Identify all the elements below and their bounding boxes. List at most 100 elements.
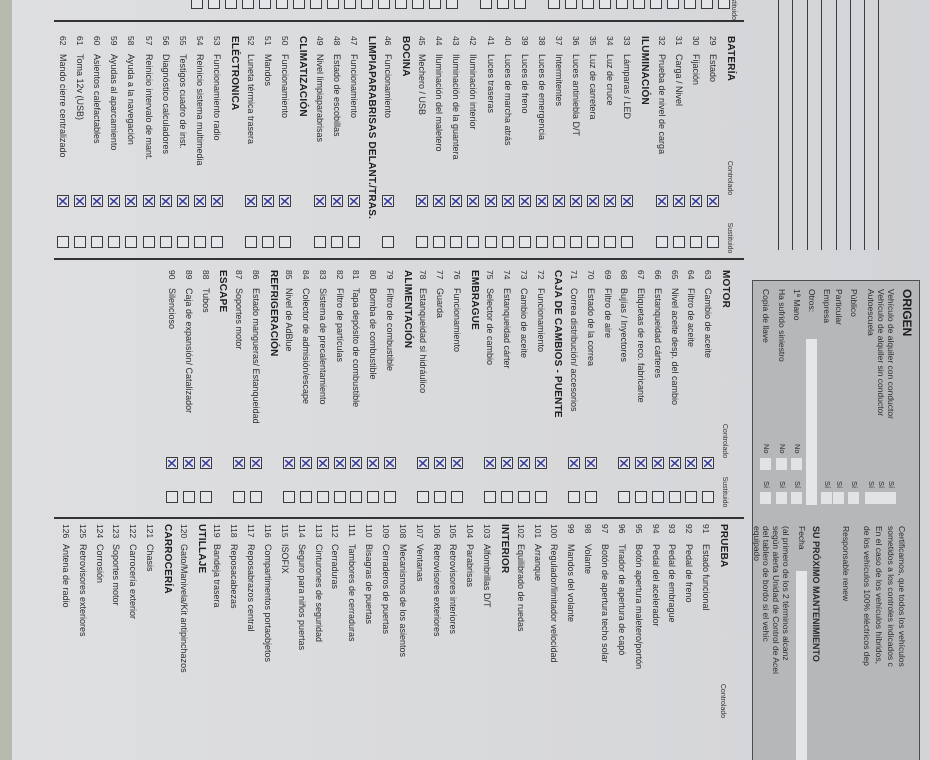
no-checkbox[interactable] <box>791 458 802 470</box>
sustituido-checkbox[interactable] <box>395 0 407 9</box>
sustituido-checkbox[interactable] <box>327 0 339 9</box>
otros-input[interactable] <box>806 339 817 505</box>
sustituido-checkbox[interactable] <box>142 236 155 248</box>
sustituido-checkbox[interactable] <box>604 236 617 248</box>
no-checkbox[interactable] <box>776 458 787 470</box>
sustituido-checkbox[interactable] <box>367 491 380 503</box>
sustituido-checkbox[interactable] <box>685 491 698 503</box>
sustituido-checkbox[interactable] <box>250 491 262 503</box>
controlado-checkbox[interactable] <box>702 457 715 469</box>
sustituido-checkbox[interactable] <box>293 0 305 9</box>
controlado-checkbox[interactable] <box>330 195 343 207</box>
sustituido-checkbox[interactable] <box>621 236 634 248</box>
controlado-checkbox[interactable] <box>176 195 189 207</box>
sustituido-checkbox[interactable] <box>384 491 396 503</box>
controlado-checkbox[interactable] <box>183 457 195 469</box>
controlado-checkbox[interactable] <box>382 195 394 207</box>
controlado-checkbox[interactable] <box>570 195 583 207</box>
no-checkbox[interactable] <box>760 458 771 470</box>
controlado-checkbox[interactable] <box>587 195 600 207</box>
controlado-checkbox[interactable] <box>317 457 329 469</box>
sustituido-checkbox[interactable] <box>434 491 447 503</box>
sustituido-checkbox[interactable] <box>159 236 172 248</box>
sustituido-checkbox[interactable] <box>259 0 271 9</box>
controlado-checkbox[interactable] <box>57 195 70 207</box>
controlado-checkbox[interactable] <box>384 457 396 469</box>
yes-checkbox[interactable] <box>833 492 844 504</box>
controlado-checkbox[interactable] <box>467 195 480 207</box>
controlado-checkbox[interactable] <box>518 195 531 207</box>
sustituido-checkbox[interactable] <box>74 236 87 248</box>
sustituido-checkbox[interactable] <box>225 0 237 9</box>
sustituido-checkbox[interactable] <box>446 0 458 9</box>
controlado-checkbox[interactable] <box>518 457 530 469</box>
sustituido-checkbox[interactable] <box>518 236 531 248</box>
sustituido-checkbox[interactable] <box>450 236 463 248</box>
sustituido-checkbox[interactable] <box>242 0 254 9</box>
sustituido-checkbox[interactable] <box>429 0 441 9</box>
controlado-checkbox[interactable] <box>313 195 326 207</box>
sustituido-checkbox[interactable] <box>467 236 480 248</box>
sustituido-checkbox[interactable] <box>668 491 681 503</box>
controlado-checkbox[interactable] <box>434 457 447 469</box>
sustituido-checkbox[interactable] <box>344 0 356 9</box>
sustituido-checkbox[interactable] <box>245 236 258 248</box>
sustituido-checkbox[interactable] <box>283 491 296 503</box>
yes-checkbox[interactable] <box>760 492 771 504</box>
yes-checkbox[interactable] <box>865 492 876 504</box>
controlado-checkbox[interactable] <box>501 195 514 207</box>
controlado-checkbox[interactable] <box>74 195 87 207</box>
sustituido-checkbox[interactable] <box>193 236 206 248</box>
yes-checkbox[interactable] <box>776 492 787 504</box>
controlado-checkbox[interactable] <box>233 457 246 469</box>
controlado-checkbox[interactable] <box>706 195 719 207</box>
sustituido-checkbox[interactable] <box>451 491 463 503</box>
sustituido-checkbox[interactable] <box>433 236 446 248</box>
sustituido-checkbox[interactable] <box>176 236 189 248</box>
controlado-checkbox[interactable] <box>262 195 275 207</box>
sustituido-checkbox[interactable] <box>330 236 343 248</box>
sustituido-checkbox[interactable] <box>518 491 530 503</box>
sustituido-checkbox[interactable] <box>57 236 70 248</box>
sustituido-checkbox[interactable] <box>618 491 631 503</box>
sustituido-checkbox[interactable] <box>484 236 497 248</box>
controlado-checkbox[interactable] <box>125 195 138 207</box>
sustituido-checkbox[interactable] <box>416 236 429 248</box>
controlado-checkbox[interactable] <box>283 457 296 469</box>
sustituido-checkbox[interactable] <box>672 236 685 248</box>
sustituido-checkbox[interactable] <box>91 236 104 248</box>
sustituido-checkbox[interactable] <box>585 491 597 503</box>
sustituido-checkbox[interactable] <box>652 491 664 503</box>
sustituido-checkbox[interactable] <box>497 0 509 9</box>
sustituido-checkbox[interactable] <box>313 236 326 248</box>
controlado-checkbox[interactable] <box>347 195 360 207</box>
sustituido-checkbox[interactable] <box>199 491 212 503</box>
yes-checkbox[interactable] <box>791 492 802 504</box>
sustituido-checkbox[interactable] <box>701 0 713 9</box>
sustituido-checkbox[interactable] <box>417 491 430 503</box>
yes-checkbox[interactable] <box>821 492 832 504</box>
controlado-checkbox[interactable] <box>501 457 514 469</box>
sustituido-checkbox[interactable] <box>361 0 373 9</box>
sustituido-checkbox[interactable] <box>233 491 246 503</box>
sustituido-checkbox[interactable] <box>310 0 322 9</box>
sustituido-checkbox[interactable] <box>718 0 730 9</box>
controlado-checkbox[interactable] <box>142 195 155 207</box>
controlado-checkbox[interactable] <box>451 457 463 469</box>
controlado-checkbox[interactable] <box>450 195 463 207</box>
controlado-checkbox[interactable] <box>108 195 121 207</box>
sustituido-checkbox[interactable] <box>300 491 313 503</box>
sustituido-checkbox[interactable] <box>317 491 329 503</box>
controlado-checkbox[interactable] <box>621 195 634 207</box>
controlado-checkbox[interactable] <box>668 457 681 469</box>
controlado-checkbox[interactable] <box>433 195 446 207</box>
sustituido-checkbox[interactable] <box>706 236 719 248</box>
sustituido-checkbox[interactable] <box>125 236 138 248</box>
sustituido-checkbox[interactable] <box>667 0 679 9</box>
sustituido-checkbox[interactable] <box>650 0 662 9</box>
sustituido-checkbox[interactable] <box>262 236 275 248</box>
controlado-checkbox[interactable] <box>553 195 565 207</box>
sustituido-checkbox[interactable] <box>484 491 497 503</box>
controlado-checkbox[interactable] <box>535 195 548 207</box>
sustituido-checkbox[interactable] <box>382 236 394 248</box>
